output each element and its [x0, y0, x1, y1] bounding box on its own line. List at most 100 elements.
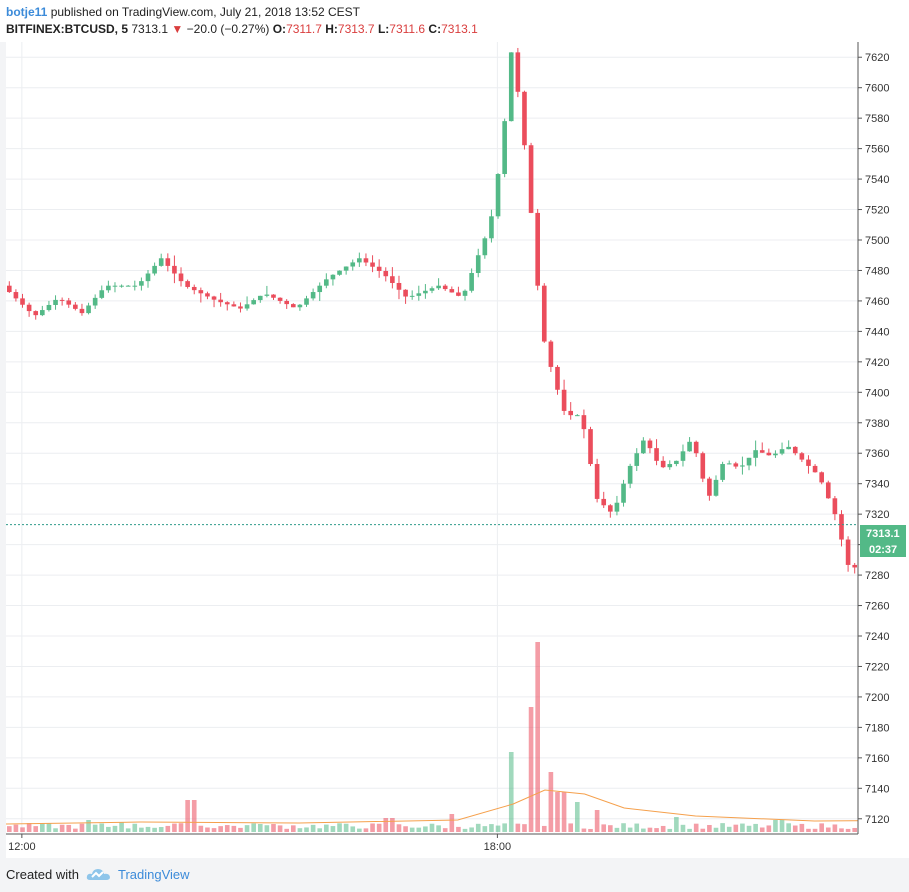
candle-122	[812, 464, 818, 473]
volume-bar-116	[773, 820, 778, 832]
volume-bar-60	[403, 826, 408, 832]
y-tick-label-18: 7480	[865, 265, 889, 277]
volume-bar-95	[634, 823, 640, 832]
y-tick-label-23: 7580	[865, 113, 889, 125]
volume-bar-39	[264, 825, 270, 832]
candle-109	[726, 460, 732, 465]
volume-bar-30	[205, 827, 210, 832]
candle-68	[456, 286, 461, 297]
down-triangle-icon: ▼	[171, 22, 184, 36]
volume-bar-87	[581, 828, 587, 832]
volume-bar-10	[73, 828, 78, 832]
footer: Created with TradingView	[0, 858, 909, 892]
tradingview-cloud-icon	[86, 869, 110, 880]
author-link[interactable]: botje11	[6, 5, 48, 19]
y-tick-label-15: 7420	[865, 357, 889, 369]
candle-72	[482, 236, 488, 259]
candle-117	[779, 442, 785, 456]
close-label: C:	[428, 22, 442, 36]
volume-bar-14	[99, 823, 105, 832]
candle-113	[753, 440, 758, 467]
candle-58	[390, 267, 395, 289]
price-chart[interactable]: 7120714071607180720072207240726072807300…	[0, 42, 909, 858]
volume-bar-93	[621, 823, 626, 832]
volume-bar-36	[244, 825, 250, 832]
candle-121	[806, 455, 811, 474]
candle-125	[832, 495, 838, 521]
candle-34	[231, 301, 237, 307]
volume-bar-86	[574, 802, 580, 832]
candle-105	[700, 451, 706, 483]
volume-bar-64	[429, 823, 435, 832]
volume-bar-62	[416, 827, 422, 832]
candle-28	[191, 284, 197, 295]
volume-bar-22	[152, 827, 157, 832]
candle-13	[92, 294, 98, 309]
volume-bars	[5, 642, 909, 832]
publish-info: botje11 published on TradingView.com, Ju…	[6, 5, 360, 19]
volume-bar-0	[6, 826, 12, 832]
candle-37	[251, 298, 256, 305]
candle-67	[449, 286, 455, 293]
volume-bar-80	[535, 642, 540, 832]
volume-bar-65	[436, 825, 441, 832]
candle-35	[238, 302, 243, 313]
candle-78	[522, 90, 527, 150]
plot-area	[6, 42, 858, 834]
candle-11	[79, 303, 85, 316]
volume-ma-line	[5, 789, 909, 825]
volume-bar-114	[759, 827, 765, 832]
volume-bar-90	[601, 824, 607, 832]
candle-97	[647, 438, 653, 454]
candle-92	[614, 495, 620, 516]
volume-bar-112	[746, 825, 752, 832]
volume-bar-102	[680, 824, 686, 832]
candle-75	[502, 118, 507, 178]
volume-bar-53	[357, 828, 362, 832]
volume-bar-89	[594, 810, 600, 832]
volume-bar-105	[700, 828, 706, 832]
volume-bar-121	[806, 828, 811, 832]
volume-bar-120	[799, 823, 805, 832]
candle-114	[759, 442, 765, 453]
volume-bar-20	[139, 827, 144, 832]
volume-bar-7	[53, 828, 58, 832]
y-tick-label-5: 7220	[865, 661, 889, 673]
candle-49	[330, 274, 336, 286]
y-tick-label-10: 7320	[865, 509, 889, 521]
volume-bar-57	[383, 818, 389, 832]
candle-89	[594, 458, 600, 503]
candle-9	[66, 297, 72, 308]
candle-56	[376, 259, 382, 278]
candle-79	[528, 142, 534, 214]
candle-33	[224, 301, 230, 311]
volume-bar-103	[687, 828, 692, 832]
volume-bar-107	[713, 827, 719, 832]
candle-76	[508, 52, 514, 122]
y-tick-label-11: 7340	[865, 479, 889, 491]
open-label: O:	[272, 22, 287, 36]
candle-54	[363, 253, 369, 267]
volume-bar-96	[641, 828, 646, 832]
y-tick-label-16: 7440	[865, 326, 889, 338]
y-tick-label-0: 7120	[865, 814, 889, 826]
time-axis-bg	[6, 834, 858, 858]
volume-bar-5	[40, 823, 45, 832]
countdown-tag-text: 02:37	[869, 544, 897, 556]
volume-bar-51	[343, 823, 349, 832]
volume-bar-122	[812, 828, 818, 832]
y-tick-label-12: 7360	[865, 448, 889, 460]
candle-60	[403, 289, 408, 304]
volume-bar-72	[482, 826, 488, 832]
volume-bar-27	[185, 800, 190, 832]
candle-38	[257, 295, 263, 303]
volume-bar-97	[647, 827, 653, 832]
volume-bar-98	[654, 828, 659, 832]
candle-106	[707, 476, 712, 501]
volume-bar-67	[449, 814, 455, 832]
tradingview-brand-link[interactable]: TradingView	[118, 867, 190, 882]
candle-14	[99, 285, 105, 300]
candle-124	[825, 480, 831, 499]
volume-bar-81	[541, 825, 547, 832]
